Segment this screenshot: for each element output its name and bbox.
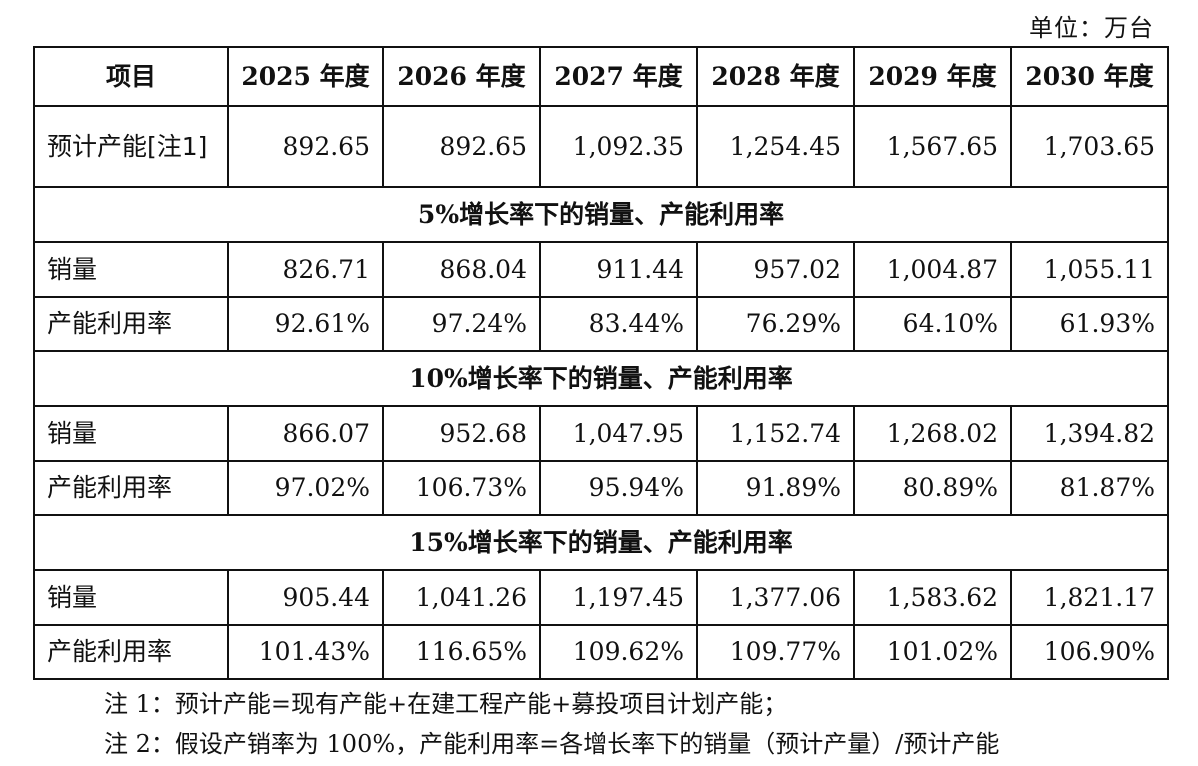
table-row: 销量 905.44 1,041.26 1,197.45 1,377.06 1,5…	[33, 569, 1169, 626]
footnote-2: 注 2：假设产销率为 100%，产能利用率=各增长率下的销量（预计产量）/预计产…	[104, 730, 1000, 758]
table-header-row: 项目 2025 年度 2026 年度 2027 年度 2028 年度 2029 …	[33, 45, 1169, 108]
capacity-row: 预计产能[注1] 892.65 892.65 1,092.35 1,254.45…	[33, 105, 1169, 188]
value-cell: 905.44	[227, 569, 384, 626]
value-cell: 1,567.65	[853, 105, 1012, 188]
value-cell: 1,268.02	[853, 405, 1012, 462]
value-cell: 952.68	[382, 405, 541, 462]
value-cell: 892.65	[382, 105, 541, 188]
section-title: 10%增长率下的销量、产能利用率	[33, 349, 1169, 408]
value-cell: 1,377.06	[696, 569, 855, 626]
footnote-1: 注 1：预计产能=现有产能+在建工程产能+募投项目计划产能；	[104, 690, 788, 718]
header-cell: 2025 年度	[227, 45, 384, 108]
value-cell: 116.65%	[382, 623, 541, 681]
value-cell: 83.44%	[539, 295, 698, 352]
value-cell: 1,092.35	[539, 105, 698, 188]
value-cell: 109.62%	[539, 623, 698, 681]
value-cell: 1,394.82	[1010, 405, 1169, 462]
value-cell: 61.93%	[1010, 295, 1169, 352]
value-cell: 1,197.45	[539, 569, 698, 626]
value-cell: 1,004.87	[853, 241, 1012, 298]
capacity-table: 项目 2025 年度 2026 年度 2027 年度 2028 年度 2029 …	[33, 45, 1169, 681]
row-label: 产能利用率	[33, 623, 229, 681]
value-cell: 892.65	[227, 105, 384, 188]
value-cell: 868.04	[382, 241, 541, 298]
value-cell: 97.24%	[382, 295, 541, 352]
value-cell: 97.02%	[227, 459, 384, 516]
value-cell: 76.29%	[696, 295, 855, 352]
value-cell: 911.44	[539, 241, 698, 298]
value-cell: 826.71	[227, 241, 384, 298]
section-header-row: 10%增长率下的销量、产能利用率	[33, 349, 1169, 408]
value-cell: 106.73%	[382, 459, 541, 516]
table-row: 销量 826.71 868.04 911.44 957.02 1,004.87 …	[33, 241, 1169, 298]
value-cell: 109.77%	[696, 623, 855, 681]
row-label: 预计产能[注1]	[33, 105, 229, 188]
row-label: 销量	[33, 241, 229, 298]
unit-label: 单位：万台	[1029, 14, 1154, 42]
value-cell: 1,703.65	[1010, 105, 1169, 188]
value-cell: 95.94%	[539, 459, 698, 516]
value-cell: 1,821.17	[1010, 569, 1169, 626]
value-cell: 1,254.45	[696, 105, 855, 188]
value-cell: 1,047.95	[539, 405, 698, 462]
value-cell: 106.90%	[1010, 623, 1169, 681]
value-cell: 1,152.74	[696, 405, 855, 462]
table-row: 产能利用率 97.02% 106.73% 95.94% 91.89% 80.89…	[33, 459, 1169, 516]
value-cell: 101.43%	[227, 623, 384, 681]
table-row: 产能利用率 101.43% 116.65% 109.62% 109.77% 10…	[33, 623, 1169, 681]
header-cell: 2030 年度	[1010, 45, 1169, 108]
section-title: 15%增长率下的销量、产能利用率	[33, 513, 1169, 572]
header-cell: 2026 年度	[382, 45, 541, 108]
footnotes: 注 1：预计产能=现有产能+在建工程产能+募投项目计划产能； 注 2：假设产销率…	[104, 684, 999, 764]
value-cell: 64.10%	[853, 295, 1012, 352]
header-cell: 2028 年度	[696, 45, 855, 108]
value-cell: 101.02%	[853, 623, 1012, 681]
value-cell: 91.89%	[696, 459, 855, 516]
row-label: 销量	[33, 569, 229, 626]
value-cell: 866.07	[227, 405, 384, 462]
section-header-row: 5%增长率下的销量、产能利用率	[33, 185, 1169, 244]
section-header-row: 15%增长率下的销量、产能利用率	[33, 513, 1169, 572]
value-cell: 1,041.26	[382, 569, 541, 626]
value-cell: 92.61%	[227, 295, 384, 352]
value-cell: 81.87%	[1010, 459, 1169, 516]
row-label: 产能利用率	[33, 459, 229, 516]
header-cell: 项目	[33, 45, 229, 108]
header-cell: 2029 年度	[853, 45, 1012, 108]
table-row: 销量 866.07 952.68 1,047.95 1,152.74 1,268…	[33, 405, 1169, 462]
value-cell: 957.02	[696, 241, 855, 298]
section-title: 5%增长率下的销量、产能利用率	[33, 185, 1169, 244]
value-cell: 80.89%	[853, 459, 1012, 516]
value-cell: 1,055.11	[1010, 241, 1169, 298]
row-label: 产能利用率	[33, 295, 229, 352]
row-label: 销量	[33, 405, 229, 462]
header-cell: 2027 年度	[539, 45, 698, 108]
value-cell: 1,583.62	[853, 569, 1012, 626]
table-row: 产能利用率 92.61% 97.24% 83.44% 76.29% 64.10%…	[33, 295, 1169, 352]
